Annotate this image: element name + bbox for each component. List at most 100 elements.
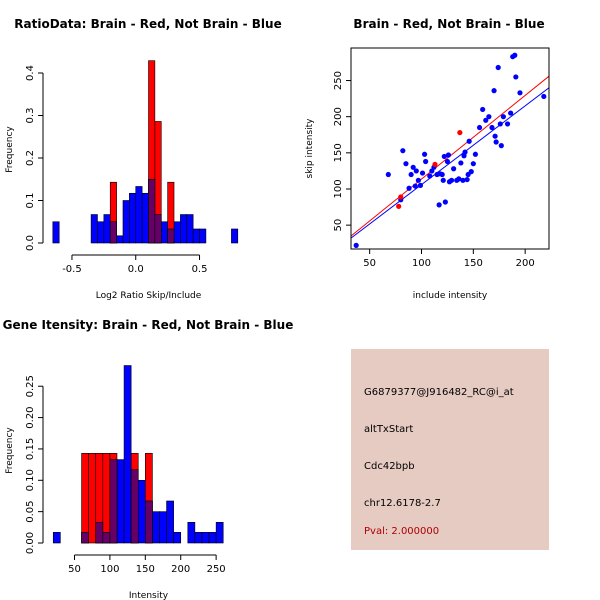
ratio-hist-bar-not-brain — [160, 221, 168, 244]
ratio-hist-bar-not-brain — [180, 214, 188, 244]
intensity-scatter-x-tick-label: 150 — [464, 258, 483, 269]
intensity-scatter-group: Brain - Red, Not Brain - Blue 50 100 150 200… — [305, 17, 550, 301]
intensity-scatter-point-not-brain — [448, 177, 455, 183]
gene-hist-x-tick-label: 100 — [100, 564, 119, 575]
intensity-scatter-point-not-brain — [451, 166, 457, 172]
intensity-scatter-point-not-brain — [500, 114, 506, 120]
ratio-hist-y-tick-label: 0.2 — [25, 150, 36, 166]
intensity-scatter-point-not-brain — [491, 88, 497, 94]
gene-hist-bar-not-brain — [194, 532, 203, 544]
gene-hist-bar-not-brain — [152, 511, 160, 544]
intensity-scatter-frame — [350, 47, 550, 250]
gene-hist-y-tick-label: 0.20 — [25, 406, 36, 428]
gene-hist-x-label: Intensity — [129, 591, 169, 600]
info-panel: G6879377@J916482_RC@i_at altTxStart Cdc4… — [351, 349, 549, 550]
intensity-scatter-point-not-brain — [462, 149, 468, 155]
intensity-scatter-y-tick-label: 250 — [333, 71, 344, 90]
intensity-scatter-point-not-brain — [470, 161, 476, 167]
gene-hist-x-tick-label: 50 — [68, 564, 81, 575]
ratio-hist-y-tick-label: 0.3 — [25, 108, 36, 124]
intensity-scatter-point-not-brain — [456, 176, 462, 182]
ratio-hist-bar-overlap — [167, 228, 175, 244]
intensity-scatter-point-not-brain — [486, 114, 492, 120]
ratio-hist-y-tick-label: 0.4 — [25, 65, 36, 81]
intensity-scatter-point-brain — [457, 129, 463, 136]
intensity-scatter-point-not-brain — [517, 90, 523, 96]
intensity-scatter-point-not-brain — [417, 182, 424, 188]
gene-hist-bar-brain — [102, 453, 111, 544]
intensity-scatter-point-brain — [432, 161, 438, 168]
intensity-scatter-x-tick-label: 100 — [412, 258, 431, 269]
intensity-scatter-y-tick-label: 100 — [333, 179, 344, 198]
intensity-scatter-y-tick-label: 200 — [333, 107, 344, 126]
ratio-hist-bar-not-brain — [141, 192, 149, 244]
gene-hist-bar-not-brain — [208, 532, 217, 544]
ratio-hist-bar-not-brain — [135, 186, 143, 244]
intensity-scatter-point-not-brain — [495, 64, 501, 71]
intensity-scatter-point-not-brain — [423, 158, 429, 165]
gene-symbol: Cdc42bpb — [364, 461, 415, 472]
gene-hist-y-tick-label: 0.25 — [25, 375, 36, 397]
intensity-scatter-point-not-brain — [353, 242, 359, 248]
gene-hist-y-tick-label: 0.10 — [25, 469, 36, 491]
ratio-hist-bar-not-brain — [90, 214, 98, 244]
gene-hist-bar-overlap — [102, 532, 111, 544]
ratio-hist-bar-not-brain — [192, 228, 200, 244]
gene-hist-bar-not-brain — [166, 500, 174, 544]
gene-hist-bar-overlap — [95, 522, 104, 544]
ratio-hist-x-tick-label: 0.0 — [128, 264, 144, 275]
ratio-hist-y-tick-label: 0.0 — [25, 235, 36, 251]
ratio-hist-bar-not-brain — [173, 221, 181, 244]
ratio-hist-y-label: Frequency — [5, 126, 15, 173]
ratio-hist-title: RatioData: Brain - Red, Not Brain - Blue — [14, 17, 281, 31]
ratio-hist-bar-not-brain — [186, 214, 194, 244]
ratio-hist-bar-not-brain — [122, 200, 130, 244]
ratio-hist-x-label: Log2 Ratio Skip/Include — [96, 291, 202, 301]
intensity-scatter-point-not-brain — [476, 124, 483, 131]
intensity-scatter-title: Brain - Red, Not Brain - Blue — [353, 17, 544, 31]
intensity-scatter-y-label: skip intensity — [305, 118, 315, 179]
intensity-scatter-point-not-brain — [458, 160, 464, 166]
intensity-scatter-point-not-brain — [441, 153, 447, 160]
gene-hist-bar-not-brain — [159, 511, 167, 544]
gene-hist-title: Gene Itensity: Brain - Red, Not Brain - … — [3, 318, 294, 332]
ratio-hist-bar-not-brain — [116, 235, 124, 244]
intensity-scatter-point-not-brain — [412, 183, 418, 189]
intensity-scatter-point-not-brain — [439, 171, 445, 178]
intensity-scatter-point-not-brain — [472, 151, 478, 157]
ratio-hist-bar-overlap — [154, 214, 162, 244]
intensity-scatter-point-not-brain — [413, 168, 419, 174]
intensity-scatter-point-not-brain — [492, 133, 498, 139]
intensity-scatter-point-not-brain — [445, 152, 452, 158]
gene-hist-group: Gene Itensity: Brain - Red, Not Brain - … — [3, 318, 294, 600]
ratio-hist-bar-overlap — [109, 221, 117, 244]
gene-hist-bar-brain — [81, 453, 89, 544]
intensity-scatter-x-tick-label: 50 — [363, 258, 376, 269]
intensity-scatter-point-not-brain — [489, 124, 495, 131]
intensity-scatter-point-not-brain — [385, 171, 391, 178]
intensity-scatter-point-not-brain — [497, 121, 503, 127]
gene-hist-bar-not-brain — [123, 365, 132, 544]
gene-hist-y-label: Frequency — [5, 427, 15, 474]
gene-hist-bar-not-brain — [116, 459, 125, 544]
intensity-scatter-point-not-brain — [422, 151, 428, 157]
intensity-scatter-point-not-brain — [406, 185, 412, 191]
intensity-scatter-x-label: include intensity — [413, 291, 488, 301]
intensity-scatter-point-not-brain — [400, 148, 406, 154]
intensity-scatter-fit-line-blue — [351, 87, 549, 239]
intensity-scatter-point-not-brain — [427, 173, 433, 179]
intensity-scatter-point-not-brain — [410, 164, 416, 170]
intensity-scatter-point-not-brain — [468, 169, 474, 175]
intensity-scatter-point-brain — [396, 203, 402, 209]
intensity-scatter-point-not-brain — [415, 177, 421, 183]
p-value: Pval: 2.000000 — [364, 526, 440, 537]
intensity-scatter-point-not-brain — [403, 161, 409, 167]
intensity-scatter-point-not-brain — [512, 52, 518, 58]
intensity-scatter-point-not-brain — [419, 170, 426, 176]
gene-hist-bar-overlap — [81, 532, 89, 544]
ratio-hist-bar-not-brain — [129, 192, 137, 244]
gene-hist-x-tick-label: 200 — [171, 564, 190, 575]
chromosome-location: chr12.6178-2.7 — [364, 498, 441, 509]
intensity-scatter-point-not-brain — [444, 158, 451, 165]
